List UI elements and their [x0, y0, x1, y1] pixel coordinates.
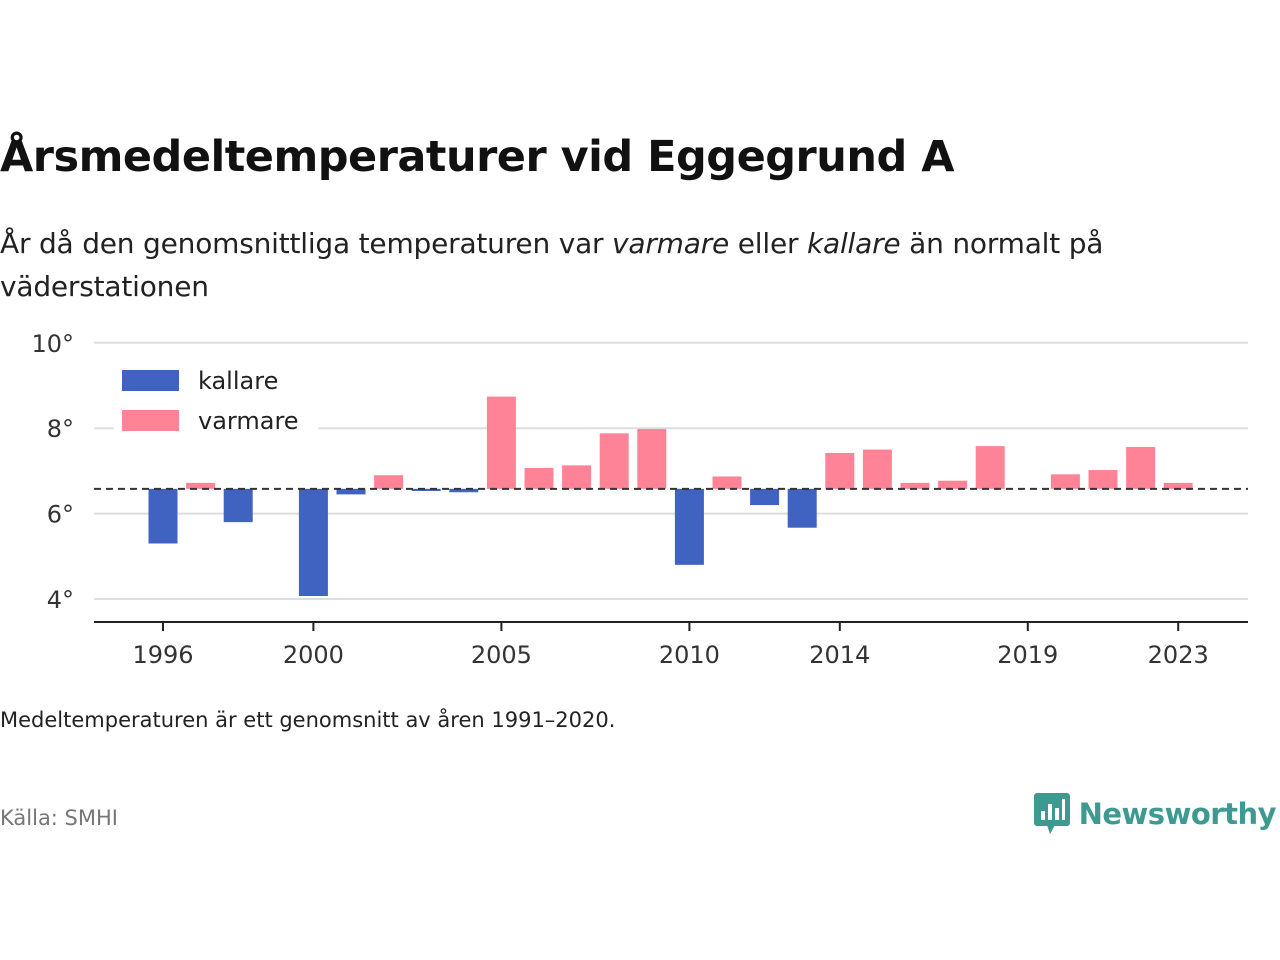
- subtitle-part-1: År då den genomsnittliga temperaturen va…: [0, 227, 613, 260]
- bar-warmer-2022: [1126, 446, 1156, 489]
- bar-warmer-2015: [862, 449, 892, 489]
- bar-warmer-2007: [562, 465, 592, 489]
- grid-layer: 4° 6° 8° 10°: [31, 330, 1248, 614]
- bar-colder-2003: [411, 488, 441, 491]
- bars-layer: [148, 396, 1193, 597]
- chart-subtitle: År då den genomsnittliga temperaturen va…: [0, 222, 1270, 308]
- bar-warmer-1997: [186, 482, 216, 489]
- legend-label-colder: kallare: [198, 367, 278, 395]
- subtitle-part-3: än normalt på väderstationen: [0, 227, 1104, 303]
- x-tick-label: 2000: [283, 641, 344, 669]
- legend-swatch-colder: [122, 370, 179, 391]
- brand-name: Newsworthy: [1078, 797, 1277, 831]
- x-tick-label: 1996: [132, 641, 193, 669]
- y-tick-label: 4°: [47, 586, 74, 614]
- newsworthy-logo-icon: [1033, 793, 1070, 834]
- subtitle-part-2: eller: [729, 227, 807, 260]
- bar-warmer-2017: [938, 480, 968, 489]
- chart-title: Årsmedeltemperaturer vid Eggegrund A: [0, 132, 955, 182]
- bar-colder-2013: [787, 488, 817, 528]
- bar-warmer-2016: [900, 482, 930, 489]
- bar-warmer-2023: [1163, 482, 1193, 489]
- bar-colder-2000: [298, 488, 328, 597]
- y-tick-label: 10°: [31, 330, 74, 358]
- bar-colder-1996: [148, 488, 178, 544]
- temperature-bar-chart: 4° 6° 8° 10° 1996 2000 2005 2010 2014 2019 2023 k…: [31, 330, 1248, 669]
- y-tick-label: 6°: [47, 501, 74, 529]
- bar-warmer-2008: [599, 433, 629, 489]
- subtitle-colder-word: kallare: [807, 227, 901, 260]
- x-tick-label: 2019: [997, 641, 1058, 669]
- bar-colder-2012: [750, 488, 780, 506]
- y-tick-label: 8°: [47, 415, 74, 443]
- bar-colder-1998: [223, 488, 253, 523]
- bar-colder-2001: [336, 488, 366, 495]
- x-tick-label: 2010: [659, 641, 720, 669]
- newsworthy-brand: Newsworthy: [1033, 792, 1277, 836]
- axis-layer: 1996 2000 2005 2010 2014 2019 2023: [94, 621, 1248, 669]
- bar-colder-2010: [674, 488, 704, 565]
- legend-label-warmer: varmare: [198, 407, 299, 435]
- x-tick-label: 2023: [1148, 641, 1209, 669]
- bar-warmer-2011: [712, 476, 742, 489]
- bar-warmer-2005: [486, 396, 516, 489]
- bar-warmer-2018: [975, 446, 1005, 489]
- legend-swatch-warmer: [122, 410, 179, 431]
- x-tick-label: 2005: [471, 641, 532, 669]
- bar-warmer-2002: [374, 475, 404, 489]
- bar-colder-2004: [449, 488, 479, 493]
- bar-warmer-2021: [1088, 470, 1118, 489]
- bar-warmer-2020: [1050, 474, 1080, 489]
- bar-warmer-2014: [825, 452, 855, 489]
- subtitle-warmer-word: varmare: [612, 227, 730, 260]
- chart-note: Medeltemperaturen är ett genomsnitt av å…: [0, 708, 616, 732]
- legend: kallare varmare: [114, 358, 318, 438]
- x-tick-label: 2014: [809, 641, 870, 669]
- bar-warmer-2009: [637, 429, 667, 489]
- bar-warmer-2006: [524, 467, 554, 489]
- source-credit: Källa: SMHI: [0, 806, 118, 830]
